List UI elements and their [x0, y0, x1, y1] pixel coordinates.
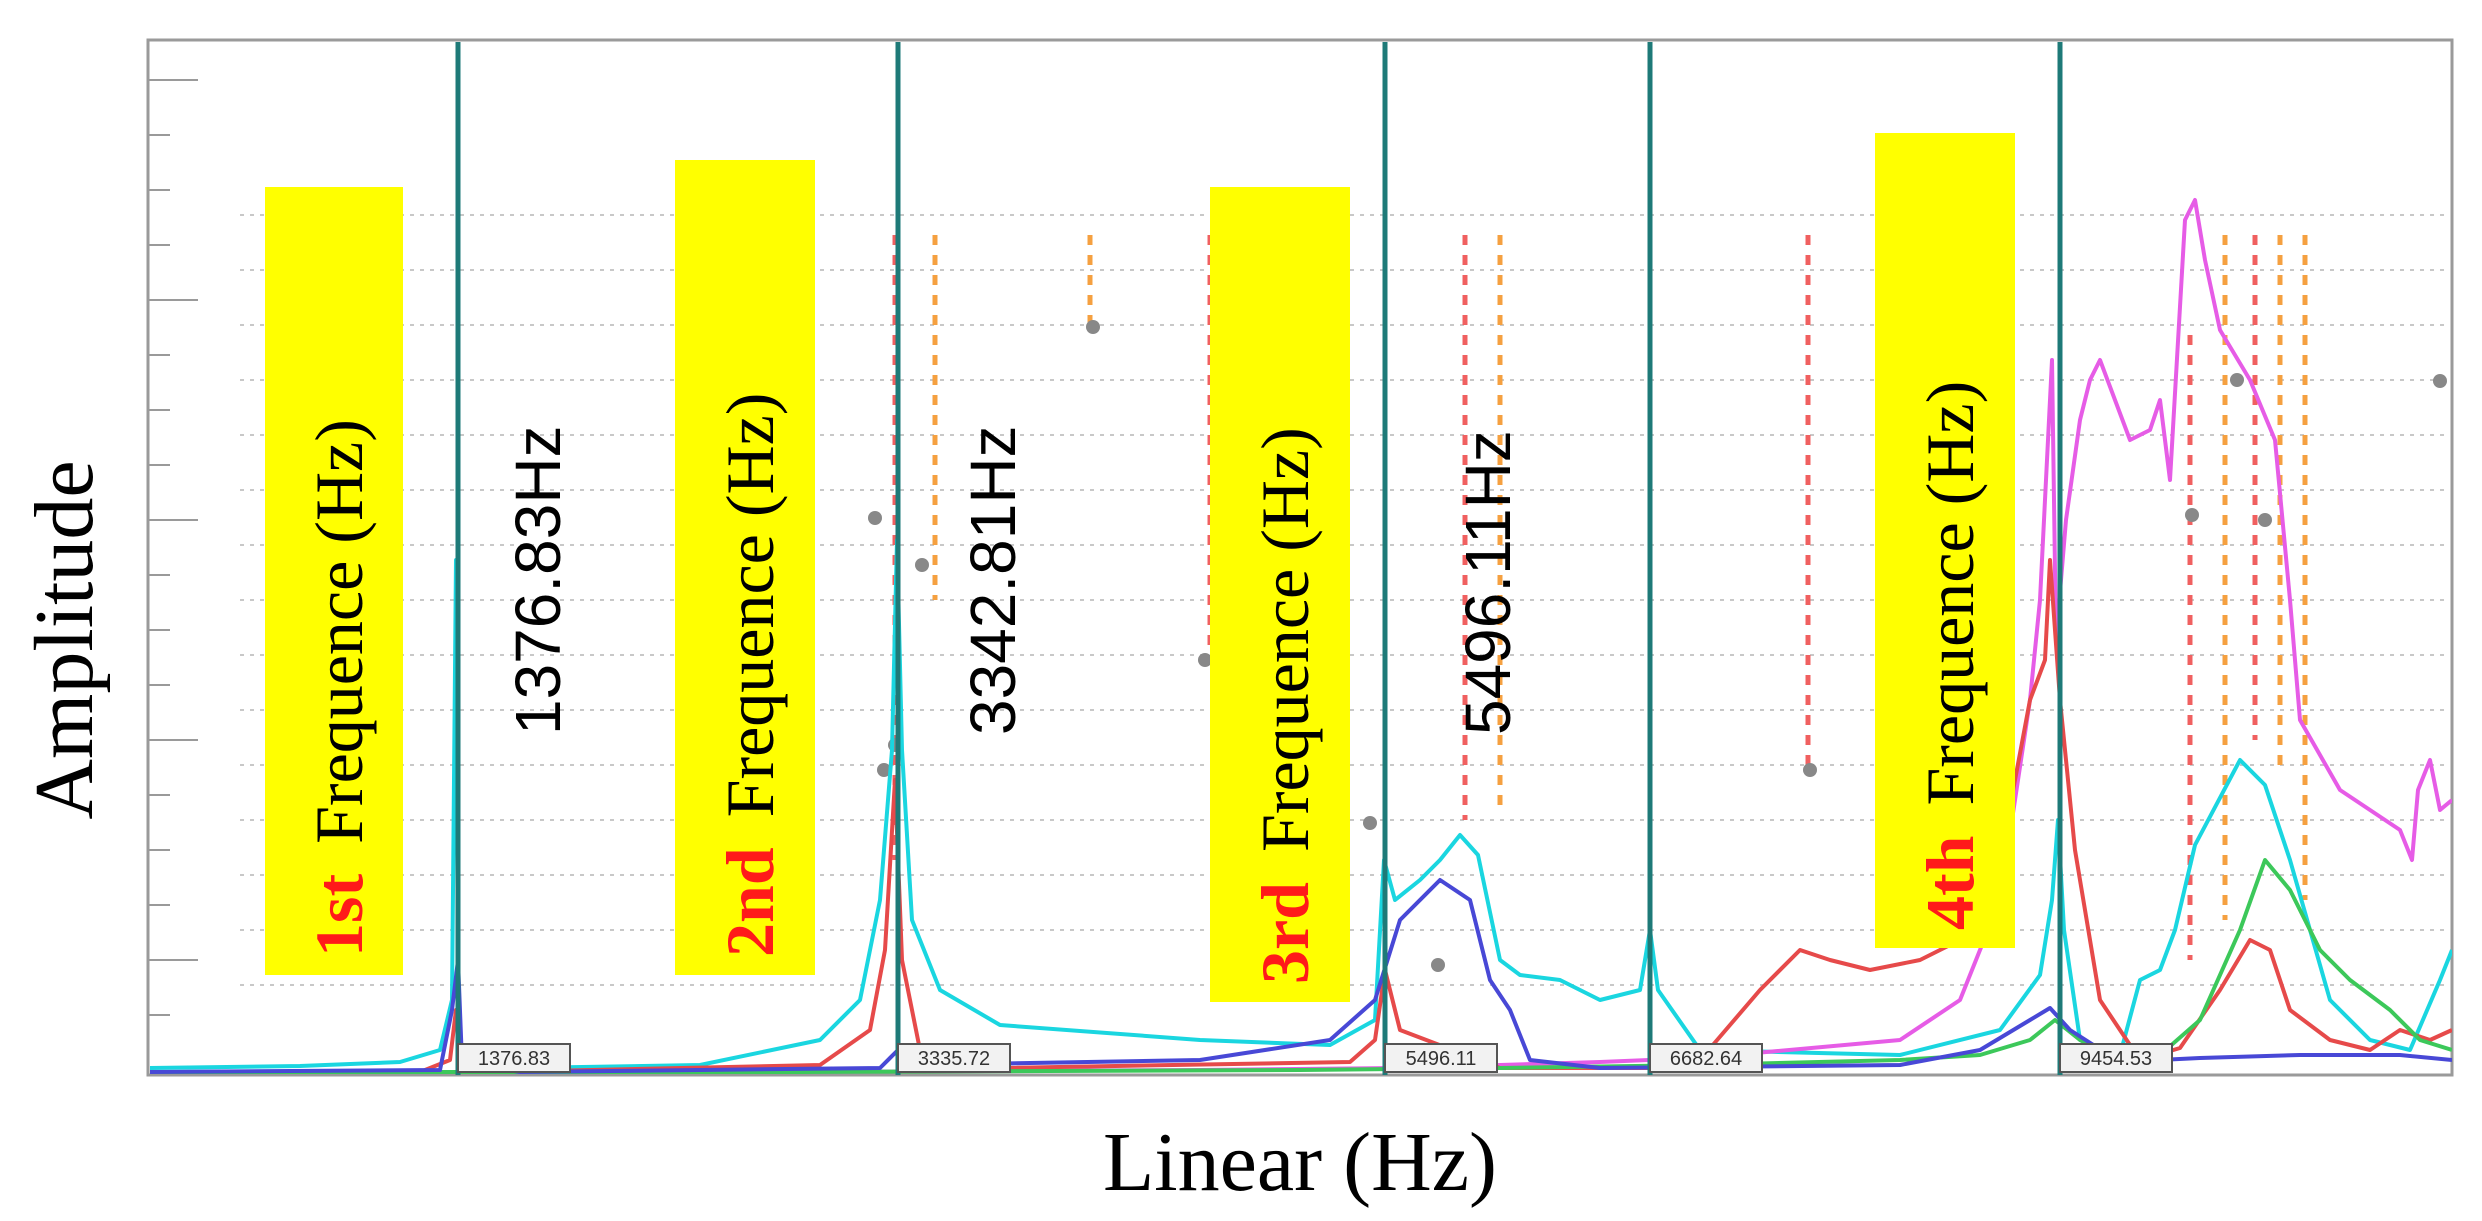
- resonance-label-text: 1st Frequence (Hz): [301, 419, 377, 957]
- marker-dot: [877, 763, 891, 777]
- resonance-label-1: 1st Frequence (Hz): [265, 187, 403, 975]
- cursor-readout-text: 3335.72: [918, 1048, 990, 1070]
- resonance-labels: 1st Frequence (Hz) 1376.83Hz 2nd Frequence (…: [265, 133, 2015, 1002]
- order-label: 2nd: [712, 847, 788, 957]
- resonance-label-2: 2nd Frequence (Hz): [675, 160, 815, 975]
- marker-dot: [1803, 763, 1817, 777]
- frequence-caption: Frequence (Hz): [301, 419, 377, 844]
- resonance-label-text: 2nd Frequence (Hz): [712, 393, 788, 957]
- resonance-label-text: 3rd Frequence (Hz): [1247, 427, 1323, 984]
- marker-dot: [1086, 320, 1100, 334]
- marker-dot: [915, 558, 929, 572]
- order-label: 4th: [1912, 836, 1988, 930]
- cursor-readout-box: [2059, 1043, 2173, 1073]
- cursor-readout: 5496.11: [1384, 1043, 1498, 1073]
- y-axis-ticks: [148, 79, 198, 1016]
- order-label: 1st: [301, 874, 377, 957]
- label-highlight: [1875, 133, 2015, 948]
- cursor-readout-text: 5496.11: [1406, 1048, 1477, 1070]
- marker-dot: [2185, 508, 2199, 522]
- resonance-value-label: 3342.81Hz: [957, 425, 1029, 735]
- frequence-caption: Frequence (Hz): [1247, 427, 1323, 852]
- resonance-value-label: 5496.11Hz: [1452, 430, 1524, 735]
- cursor-readout-text: 6682.64: [1670, 1048, 1742, 1070]
- resonance-value-label: 1376.83Hz: [502, 425, 574, 735]
- label-highlight: [1210, 187, 1350, 1002]
- grid-lines: [240, 214, 2450, 986]
- frequency-cursors: [455, 42, 2063, 1075]
- marker-dot: [2433, 374, 2447, 388]
- marker-dot: [1363, 816, 1377, 830]
- label-highlight: [675, 160, 815, 975]
- resonance-label-text: 4th Frequence (Hz): [1912, 381, 1988, 930]
- cursor-readout: 1376.83: [457, 1043, 571, 1073]
- cursor-readout: 6682.64: [1649, 1043, 1763, 1073]
- cursor-readout-text: 9454.53: [2080, 1048, 2152, 1070]
- cursor-readout: 9454.53: [2059, 1043, 2173, 1073]
- cursor-readout-box: [457, 1043, 571, 1073]
- cursor-readout-text: 1376.83: [478, 1048, 550, 1070]
- y-axis-label: Amplitude: [18, 460, 111, 819]
- curve-magenta: [150, 198, 2452, 1074]
- frequence-caption: Frequence (Hz): [1912, 381, 1988, 806]
- cursor-readout-box: [1649, 1043, 1763, 1073]
- resonance-label-3: 3rd Frequence (Hz): [1210, 187, 1350, 1002]
- cursor-readouts: 1376.83 3335.72 5496.11 6682.64 9454.53: [457, 1043, 2173, 1073]
- marker-dot: [868, 511, 882, 525]
- cursor-readout-box: [897, 1043, 1011, 1073]
- marker-dot: [2258, 513, 2272, 527]
- order-label: 3rd: [1247, 882, 1323, 984]
- marker-dot: [1198, 653, 1212, 667]
- frequence-caption: Frequence (Hz): [712, 393, 788, 818]
- marker-dot: [1431, 958, 1445, 972]
- resonance-label-4: 4th Frequence (Hz): [1875, 133, 2015, 948]
- cursor-readout-box: [1384, 1043, 1498, 1073]
- cursor-readout: 3335.72: [897, 1043, 1011, 1073]
- marker-dot: [2230, 373, 2244, 387]
- label-highlight: [265, 187, 403, 975]
- curve-cyan: [150, 538, 2452, 1070]
- curve-red: [150, 558, 2452, 1074]
- x-axis-label: Linear (Hz): [1103, 1116, 1497, 1209]
